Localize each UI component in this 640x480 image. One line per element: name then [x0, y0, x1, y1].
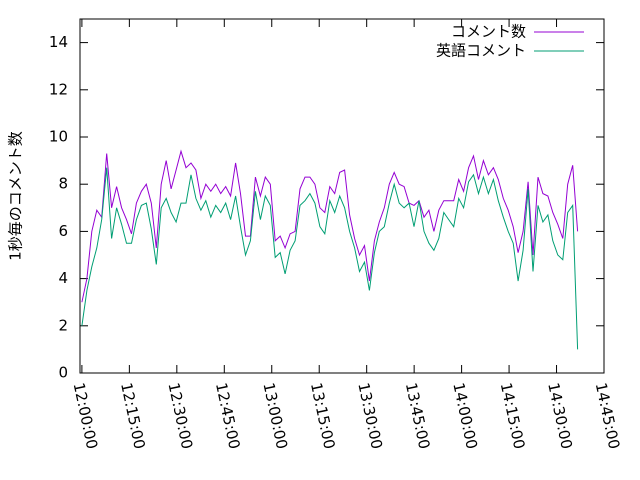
x-tick-label: 13:15:00	[307, 381, 339, 451]
x-tick-label: 13:30:00	[354, 381, 386, 451]
x-tick-label: 14:30:00	[544, 381, 576, 451]
x-tick-label: 12:00:00	[70, 381, 102, 451]
y-tick-label: 0	[58, 364, 68, 382]
x-tick-label: 13:00:00	[259, 381, 291, 451]
series-line	[81, 167, 579, 350]
x-tick-label: 13:45:00	[402, 381, 434, 451]
y-tick-label: 2	[58, 316, 68, 334]
y-tick-label: 10	[49, 128, 68, 146]
series-line	[81, 149, 579, 303]
x-tick-label: 12:15:00	[117, 381, 149, 451]
y-axis-label: 1秒毎のコメント数	[7, 131, 25, 261]
legend-label: 英語コメント	[436, 42, 526, 60]
x-tick-label: 12:45:00	[212, 381, 244, 451]
x-tick-label: 14:15:00	[497, 381, 529, 451]
y-tick-label: 8	[58, 175, 68, 193]
y-tick-label: 6	[58, 222, 68, 240]
y-tick-label: 4	[58, 269, 68, 287]
x-tick-label: 14:00:00	[449, 381, 481, 451]
y-tick-label: 12	[49, 80, 68, 98]
x-tick-label: 12:30:00	[165, 381, 197, 451]
legend-label: コメント数	[451, 23, 526, 41]
x-tick-label: 14:45:00	[592, 381, 624, 451]
y-tick-label: 14	[49, 33, 68, 51]
plot-border	[79, 18, 605, 374]
